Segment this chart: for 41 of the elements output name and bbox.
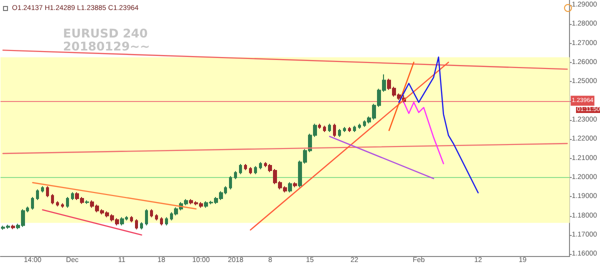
candlestick	[254, 166, 257, 175]
candlestick	[288, 182, 292, 193]
candlestick	[36, 188, 39, 201]
candlestick	[333, 123, 336, 138]
candlestick	[41, 186, 44, 193]
line-series	[398, 56, 479, 194]
candlestick	[11, 224, 15, 230]
candlestick	[165, 216, 168, 226]
candlestick	[259, 162, 262, 170]
candlestick	[358, 123, 361, 130]
line-series	[403, 102, 444, 164]
candlestick	[234, 170, 237, 180]
candlestick	[120, 216, 124, 226]
candlestick	[348, 126, 351, 133]
candlestick	[353, 125, 356, 133]
candlestick	[239, 164, 242, 175]
candlestick	[145, 208, 148, 226]
candlestick	[46, 186, 49, 198]
candlestick	[229, 176, 232, 190]
candlestick	[293, 182, 297, 188]
candlestick	[323, 125, 326, 133]
candlestick	[343, 126, 346, 133]
candlestick	[249, 166, 252, 175]
candlestick	[66, 196, 69, 208]
candlestick	[61, 202, 64, 208]
candlestick	[31, 196, 34, 210]
candlestick	[140, 222, 143, 230]
candlestick	[71, 192, 74, 201]
candlestick	[155, 214, 158, 221]
candlestick	[318, 123, 321, 130]
candlestick	[244, 164, 247, 171]
candlestick	[338, 128, 341, 138]
text: EURUSD 240 20180129~~	[63, 26, 150, 54]
candlestick	[130, 216, 133, 223]
candlestick	[328, 123, 331, 133]
candlestick	[135, 218, 138, 230]
candlestick	[160, 216, 163, 226]
candlestick	[56, 200, 59, 207]
candlestick	[150, 208, 153, 218]
candlestick	[85, 200, 89, 204]
candlestick	[51, 194, 54, 205]
